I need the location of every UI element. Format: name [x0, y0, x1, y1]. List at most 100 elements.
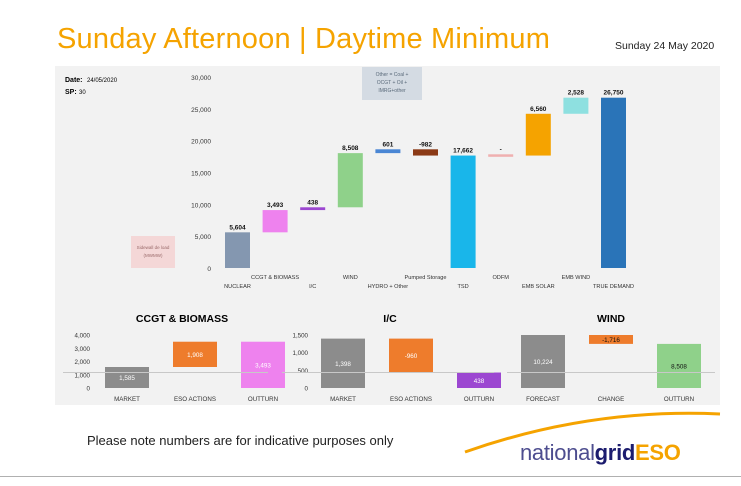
y-tick-label: 4,000 [75, 333, 91, 340]
data-label: 3,493 [255, 362, 271, 369]
data-label: 3,493 [267, 202, 284, 209]
y-tick-label: 0 [87, 386, 91, 393]
sp-label: SP: [65, 89, 77, 96]
data-label: -1,716 [602, 337, 620, 344]
x-tick-label: EMB WIND [562, 275, 591, 281]
waterfall-bar [300, 207, 326, 211]
data-label: 1,585 [119, 375, 135, 382]
data-label: - [500, 146, 502, 153]
x-tick-label: HYDRO + Other [368, 284, 409, 290]
waterfall-bar [413, 149, 438, 156]
bar [321, 338, 365, 388]
other-annotation-box [362, 67, 422, 100]
waterfall-bar [375, 149, 401, 154]
x-tick-label: ESO ACTIONS [390, 396, 432, 403]
x-tick-label: EMB SOLAR [522, 284, 555, 290]
waterfall-bar [450, 155, 476, 268]
sidewall-annotation-box [131, 236, 175, 268]
page-title: Sunday Afternoon | Daytime Minimum [57, 23, 551, 55]
bar [457, 372, 501, 388]
y-tick-label: 1,000 [293, 350, 309, 357]
y-tick-label: 30,000 [191, 75, 211, 82]
section-divider [507, 372, 715, 373]
ccgt-chart-title: CCGT & BIOMASS [136, 313, 228, 325]
y-tick-label: 2,000 [75, 359, 91, 366]
data-label: 1,398 [335, 361, 351, 368]
y-tick-label: 3,000 [75, 346, 91, 353]
waterfall-bar [525, 113, 551, 156]
waterfall-bar [563, 97, 589, 114]
data-label: 601 [382, 141, 393, 148]
waterfall-bar [337, 153, 363, 208]
wind-chart: 10,224 FORECAST -1,716 CHANGE 8,508 OUTTURN [521, 335, 701, 403]
date-label: Date: [65, 77, 83, 84]
y-tick-label: 25,000 [191, 107, 211, 114]
bar [589, 335, 633, 344]
swoosh-curve [464, 411, 721, 454]
data-label: 17,662 [453, 148, 473, 155]
data-label: 26,750 [604, 90, 624, 97]
chart-panel: Date: 24/05/2020 SP: 30 Other = Coal + O… [55, 66, 720, 405]
bar [657, 343, 701, 388]
x-tick-label: OUTTURN [464, 396, 494, 403]
date-value: 24/05/2020 [87, 78, 118, 84]
other-annotation-line: Other = Coal + [376, 72, 409, 78]
data-label: -982 [419, 141, 432, 148]
logo-text-grid: grid [594, 440, 636, 465]
data-label: 5,604 [229, 224, 246, 231]
data-label: -960 [405, 353, 418, 360]
x-tick-label: OUTTURN [248, 396, 278, 403]
logo-text-national: national [520, 440, 595, 465]
other-annotation-line: OCGT + Oil + [377, 80, 408, 86]
data-label: 438 [474, 378, 485, 385]
x-tick-label: WIND [343, 275, 358, 281]
y-tick-label: 5,000 [195, 234, 212, 241]
data-label: 438 [307, 199, 318, 206]
x-tick-label: CHANGE [598, 396, 624, 403]
bar [241, 341, 285, 388]
x-tick-label: OUTTURN [664, 396, 694, 403]
charts-canvas: Date: 24/05/2020 SP: 30 Other = Coal + O… [65, 67, 701, 403]
y-tick-label: 1,000 [75, 372, 91, 379]
x-tick-label: MARKET [330, 396, 356, 403]
x-tick-label: TSD [458, 284, 469, 290]
x-tick-label: Pumped Storage [405, 275, 447, 281]
logo-text-eso: ESO [635, 440, 681, 465]
waterfall-bar [262, 210, 288, 233]
x-tick-label: NUCLEAR [224, 284, 251, 290]
header-date: Sunday 24 May 2020 [615, 40, 715, 52]
waterfall-bar [488, 154, 514, 157]
interconnector-chart: 0 500 1,000 1,500 1,398 MARKET -960 ESO ACTIONS… [293, 333, 501, 403]
other-annotation-line: IMRG+other [378, 88, 406, 94]
bar [521, 335, 565, 388]
sidewall-annotation-line: Sidewall de load [137, 245, 170, 250]
data-label: 8,508 [671, 363, 687, 370]
x-tick-label: I/C [309, 284, 316, 290]
waterfall-chart: 0 5,000 10,000 15,000 20,000 25,000 30,000 5,60… [191, 75, 634, 290]
wind-chart-title: WIND [597, 313, 625, 325]
national-grid-eso-logo: nationalgridESO [520, 440, 681, 466]
sidewall-annotation-line: (MWMW) [144, 253, 163, 258]
footer-rule [0, 476, 741, 477]
ccgt-biomass-chart: 0 1,000 2,000 3,000 4,000 1,585 MARKET 1,908 ESO… [75, 333, 285, 403]
section-divider [282, 372, 494, 373]
x-tick-label: ODFM [492, 275, 509, 281]
x-tick-label: MARKET [114, 396, 140, 403]
x-tick-label: TRUE DEMAND [593, 284, 634, 290]
footer-swoosh [464, 411, 721, 454]
y-tick-label: 500 [298, 368, 309, 375]
sp-value: 30 [79, 90, 86, 96]
bar [389, 338, 433, 373]
ic-chart-title: I/C [383, 313, 397, 325]
data-label: 2,528 [568, 90, 585, 97]
disclaimer-note: Please note numbers are for indicative p… [87, 433, 394, 448]
waterfall-bar [225, 232, 250, 268]
y-tick-label: 10,000 [191, 202, 211, 209]
y-tick-label: 0 [305, 386, 309, 393]
x-tick-label: FORECAST [526, 396, 560, 403]
data-label: 6,560 [530, 106, 547, 113]
y-tick-label: 20,000 [191, 139, 211, 146]
y-tick-label: 0 [207, 266, 211, 273]
y-tick-label: 15,000 [191, 171, 211, 178]
data-label: 1,908 [187, 352, 203, 359]
